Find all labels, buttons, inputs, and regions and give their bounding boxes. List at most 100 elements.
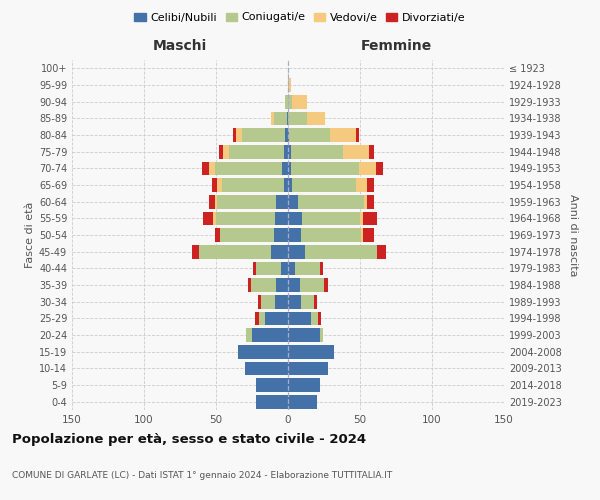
Bar	[305, 245, 377, 258]
Bar	[330, 128, 356, 142]
Bar	[288, 128, 289, 142]
Bar	[302, 212, 360, 225]
Bar	[256, 262, 281, 275]
Bar	[288, 145, 291, 158]
Bar	[229, 145, 284, 158]
Bar	[284, 145, 288, 158]
Bar	[275, 212, 288, 225]
Bar	[320, 328, 323, 342]
Bar	[288, 295, 301, 308]
Bar	[251, 278, 277, 292]
Bar	[356, 178, 367, 192]
Bar	[236, 128, 242, 142]
Bar	[191, 245, 199, 258]
Bar	[288, 262, 295, 275]
Bar	[288, 178, 292, 192]
Bar	[299, 278, 324, 292]
Bar	[215, 228, 220, 242]
Bar	[209, 162, 215, 175]
Bar	[213, 212, 216, 225]
Bar	[253, 262, 256, 275]
Bar	[295, 262, 320, 275]
Bar	[287, 112, 288, 125]
Bar	[288, 112, 307, 125]
Bar	[367, 178, 374, 192]
Bar	[288, 95, 292, 108]
Bar	[260, 295, 275, 308]
Y-axis label: Anni di nascita: Anni di nascita	[568, 194, 578, 276]
Bar	[245, 362, 288, 375]
Bar	[256, 378, 288, 392]
Bar	[298, 195, 364, 208]
Bar	[233, 128, 236, 142]
Bar	[343, 145, 368, 158]
Bar	[282, 162, 288, 175]
Bar	[288, 278, 299, 292]
Bar	[256, 395, 288, 408]
Bar	[275, 295, 288, 308]
Bar	[203, 212, 213, 225]
Bar	[288, 378, 320, 392]
Bar	[289, 78, 291, 92]
Bar	[274, 228, 288, 242]
Bar	[291, 145, 343, 158]
Legend: Celibi/Nubili, Coniugati/e, Vedovi/e, Divorziati/e: Celibi/Nubili, Coniugati/e, Vedovi/e, Di…	[130, 8, 470, 27]
Bar	[217, 195, 277, 208]
Bar	[377, 245, 386, 258]
Bar	[255, 312, 259, 325]
Text: Femmine: Femmine	[361, 40, 431, 54]
Bar	[246, 328, 252, 342]
Y-axis label: Fasce di età: Fasce di età	[25, 202, 35, 268]
Bar	[222, 178, 284, 192]
Bar	[258, 295, 260, 308]
Bar	[288, 362, 328, 375]
Bar	[376, 162, 383, 175]
Bar	[215, 162, 282, 175]
Bar	[288, 162, 291, 175]
Bar	[361, 228, 363, 242]
Bar	[288, 328, 320, 342]
Bar	[288, 195, 298, 208]
Bar	[216, 212, 275, 225]
Bar	[288, 78, 289, 92]
Bar	[277, 278, 288, 292]
Bar	[202, 162, 209, 175]
Bar	[259, 312, 265, 325]
Bar	[199, 245, 271, 258]
Bar	[212, 178, 217, 192]
Bar	[285, 128, 288, 142]
Bar	[318, 312, 321, 325]
Bar	[311, 312, 318, 325]
Bar	[242, 128, 285, 142]
Bar	[252, 328, 288, 342]
Bar	[281, 262, 288, 275]
Bar	[301, 295, 314, 308]
Bar	[307, 112, 325, 125]
Bar	[368, 145, 374, 158]
Bar	[277, 195, 288, 208]
Bar	[223, 145, 229, 158]
Bar	[363, 212, 377, 225]
Bar	[288, 395, 317, 408]
Text: COMUNE DI GARLATE (LC) - Dati ISTAT 1° gennaio 2024 - Elaborazione TUTTITALIA.IT: COMUNE DI GARLATE (LC) - Dati ISTAT 1° g…	[12, 470, 392, 480]
Bar	[291, 162, 359, 175]
Bar	[292, 95, 307, 108]
Bar	[289, 128, 330, 142]
Bar	[288, 245, 305, 258]
Bar	[238, 345, 288, 358]
Bar	[359, 162, 376, 175]
Bar	[324, 278, 328, 292]
Bar	[288, 212, 302, 225]
Bar	[364, 195, 367, 208]
Bar	[288, 228, 301, 242]
Bar	[215, 195, 217, 208]
Bar	[271, 245, 288, 258]
Bar	[367, 195, 374, 208]
Bar	[248, 278, 251, 292]
Bar	[292, 178, 356, 192]
Bar	[220, 228, 274, 242]
Text: Maschi: Maschi	[153, 40, 207, 54]
Bar	[284, 178, 288, 192]
Text: Popolazione per età, sesso e stato civile - 2024: Popolazione per età, sesso e stato civil…	[12, 432, 366, 446]
Bar	[360, 212, 363, 225]
